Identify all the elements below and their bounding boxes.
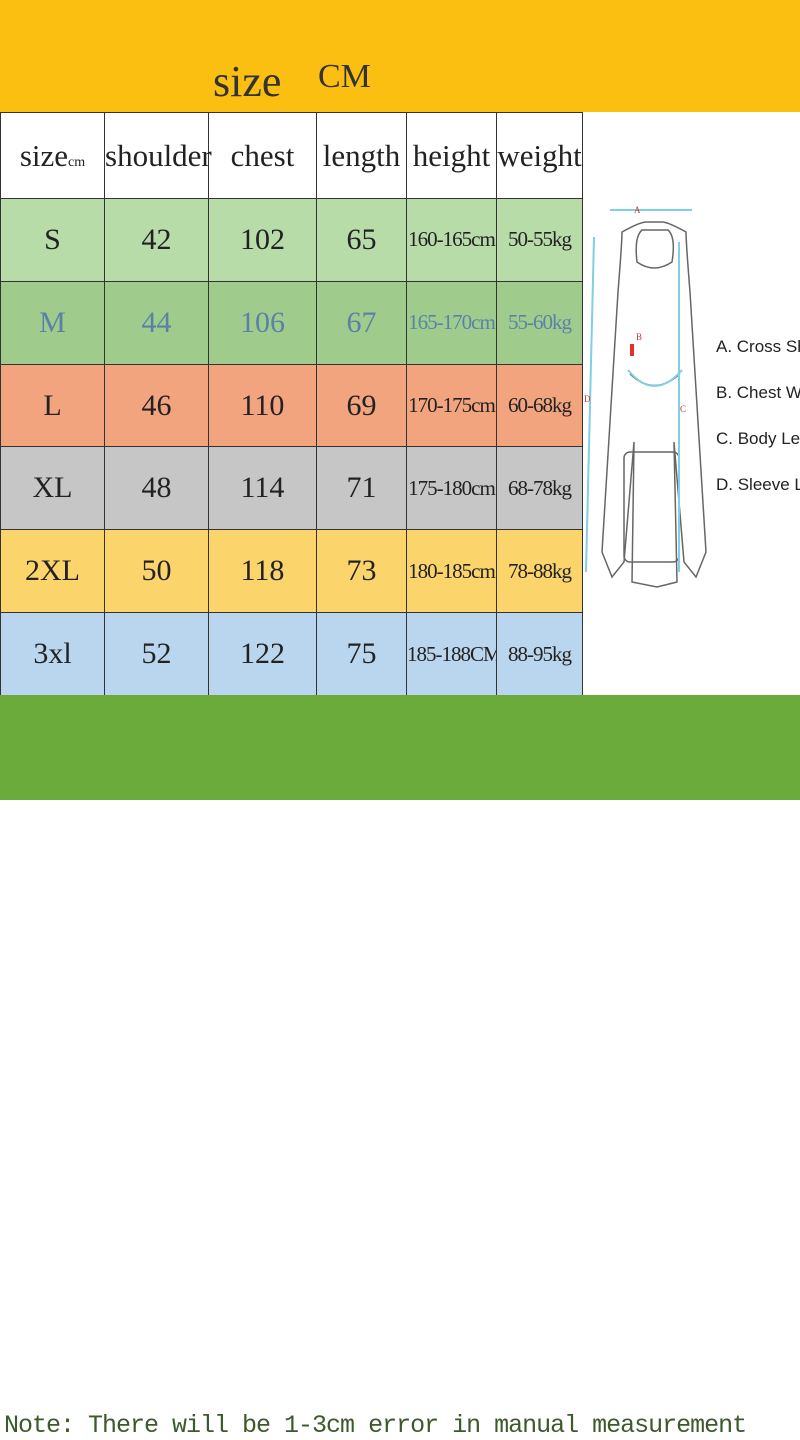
column-header: sizecm [0, 112, 105, 199]
cell: S [0, 198, 105, 282]
cell: 2XL [0, 529, 105, 614]
cell: 65 [316, 198, 407, 282]
cell: 46 [104, 363, 209, 448]
column-header-unit: cm [68, 154, 86, 170]
cell: 69 [316, 363, 407, 448]
column-header-text: weight [497, 137, 582, 173]
cell: 50-55kg [496, 198, 583, 282]
cell: 68-78kg [496, 446, 583, 531]
top-band: size CM [0, 0, 800, 112]
cell: 50 [104, 529, 209, 614]
size-row: 2XL 50 118 73 180-185cm 78-88kg [0, 529, 583, 614]
cell: 180-185cm [406, 529, 497, 614]
cell: 42 [104, 198, 209, 282]
cell: 122 [208, 612, 317, 696]
legend-item: B. Chest Width [716, 383, 800, 402]
column-header-text: size [19, 137, 69, 173]
cell: 60-68kg [496, 363, 583, 448]
cell: 88-95kg [496, 612, 583, 696]
column-header: chest [208, 112, 317, 199]
marker: B [636, 332, 642, 342]
cell: 106 [208, 280, 317, 365]
cell: 48 [104, 446, 209, 531]
cell: 73 [316, 529, 407, 614]
cell: 114 [208, 446, 317, 531]
cell: 52 [104, 612, 209, 696]
cell: 118 [208, 529, 317, 614]
legend-item: C. Body Length [716, 429, 800, 448]
cell: 67 [316, 280, 407, 365]
cell: 78-88kg [496, 529, 583, 614]
column-header-text: shoulder [105, 137, 212, 173]
size-row: 3xl 52 122 75 185-188CM 88-95kg [0, 612, 583, 696]
chest-marker [630, 344, 634, 356]
column-header-text: length [322, 137, 401, 173]
cell: M [0, 280, 105, 365]
cell: 55-60kg [496, 280, 583, 365]
size-row: M 44 106 67 165-170cm 55-60kg [0, 280, 583, 365]
note: Note: There will be 1-3cm error in manua… [4, 1411, 747, 1440]
column-header-text: chest [230, 137, 295, 173]
size-row: S 42 102 65 160-165cm 50-55kg [0, 198, 583, 282]
hoodie-diagram: A B C D A. Cross Shoulder B. Chest Width C… [584, 205, 800, 588]
size-row: L 46 110 69 170-175cm 60-68kg [0, 363, 583, 448]
column-header: weight [496, 112, 583, 199]
marker: A [634, 205, 641, 215]
cell: 110 [208, 363, 317, 448]
cell: 102 [208, 198, 317, 282]
bottom-band: Note: There will be 1-3cm error in manua… [0, 695, 800, 1440]
cell: 175-180cm [406, 446, 497, 531]
cell: 165-170cm [406, 280, 497, 365]
cell: 44 [104, 280, 209, 365]
marker: C [680, 404, 686, 414]
legend-item: D. Sleeve Length [716, 475, 800, 494]
marker: D [584, 394, 591, 404]
column-header: shoulder [104, 112, 212, 199]
header-row: sizecm shoulder chest length height weight [0, 112, 583, 199]
legend-item: A. Cross Shoulder [716, 337, 800, 356]
column-header: length [316, 112, 407, 199]
column-header-text: height [412, 137, 491, 173]
cell: 170-175cm [406, 363, 497, 448]
unit: CM [318, 58, 371, 95]
cell: 75 [316, 612, 407, 696]
size-row: XL 48 114 71 175-180cm 68-78kg [0, 446, 583, 531]
cell: 160-165cm [406, 198, 497, 282]
cell: 3xl [0, 612, 105, 696]
cell: L [0, 363, 105, 448]
column-header: height [406, 112, 497, 199]
title: size [213, 57, 282, 106]
cell: 185-188CM [406, 612, 497, 696]
cell: XL [0, 446, 105, 531]
cell: 71 [316, 446, 407, 531]
